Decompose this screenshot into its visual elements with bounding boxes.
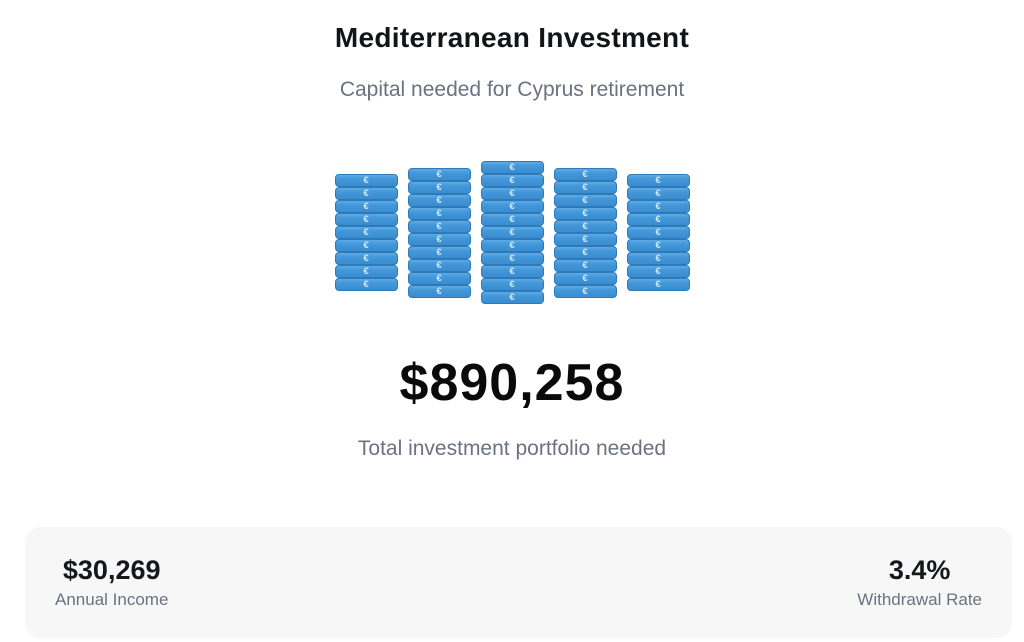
euro-note-icon: € [334, 278, 398, 291]
euro-note-icon: € [334, 226, 398, 239]
euro-note-icon: € [553, 245, 617, 259]
euro-note-icon: € [407, 271, 471, 285]
withdrawal-rate-value: 3.4% [888, 555, 951, 585]
euro-note-icon: € [334, 187, 398, 200]
euro-note-icon: € [626, 239, 690, 252]
euro-note-icon: € [626, 174, 690, 187]
euro-note-icon: € [407, 167, 471, 181]
euro-note-icon: € [480, 174, 544, 187]
euro-note-icon: € [407, 284, 471, 298]
annual-income-label: Annual Income [55, 590, 169, 609]
page-title: Mediterranean Investment [334, 22, 690, 53]
euro-note-icon: € [334, 252, 398, 265]
summary-bar: $30,269 Annual Income 3.4% Withdrawal Ra… [25, 527, 1012, 638]
euro-note-icon: € [480, 239, 544, 252]
euro-note-icon: € [480, 187, 544, 200]
euro-note-icon: € [553, 206, 617, 220]
euro-note-icon: € [553, 219, 617, 233]
euro-note-icon: € [334, 200, 398, 213]
euro-note-icon: € [334, 265, 398, 278]
euro-note-icon: € [407, 219, 471, 233]
annual-income-value: $30,269 [62, 555, 161, 585]
euro-note-icon: € [480, 291, 544, 304]
money-stack: € € € € € € € € € [626, 174, 690, 291]
euro-note-icon: € [553, 284, 617, 298]
euro-note-icon: € [334, 174, 398, 187]
euro-note-icon: € [407, 206, 471, 220]
euro-note-icon: € [480, 226, 544, 239]
money-stack: € € € € € € € € € € € [480, 161, 544, 304]
money-stacks-visualization: € € € € € € € € € € € € € € € € € € € € € € € € € € € € € € € € € € € € € € € €… [0, 161, 1024, 304]
euro-note-icon: € [626, 200, 690, 213]
euro-note-icon: € [480, 265, 544, 278]
euro-note-icon: € [407, 180, 471, 194]
euro-note-icon: € [553, 167, 617, 181]
total-amount: $890,258 [399, 354, 625, 412]
euro-note-icon: € [626, 226, 690, 239]
investment-summary-card: Mediterranean Investment Capital needed … [0, 22, 1024, 642]
euro-note-icon: € [407, 258, 471, 272]
euro-note-icon: € [626, 278, 690, 291]
euro-note-icon: € [480, 213, 544, 226]
euro-note-icon: € [407, 245, 471, 259]
euro-note-icon: € [480, 278, 544, 291]
euro-note-icon: € [553, 180, 617, 194]
euro-note-icon: € [480, 200, 544, 213]
page-subtitle: Capital needed for Cyprus retirement [339, 78, 685, 101]
euro-note-icon: € [334, 213, 398, 226]
annual-income-stat: $30,269 Annual Income [55, 555, 168, 610]
total-caption: Total investment portfolio needed [357, 437, 667, 460]
money-stack: € € € € € € € € € € [553, 167, 617, 298]
euro-note-icon: € [334, 239, 398, 252]
euro-note-icon: € [553, 258, 617, 272]
euro-note-icon: € [407, 193, 471, 207]
withdrawal-rate-label: Withdrawal Rate [857, 590, 982, 609]
euro-note-icon: € [553, 193, 617, 207]
euro-note-icon: € [626, 187, 690, 200]
euro-note-icon: € [407, 232, 471, 246]
euro-note-icon: € [480, 252, 544, 265]
euro-note-icon: € [626, 265, 690, 278]
withdrawal-rate-stat: 3.4% Withdrawal Rate [857, 555, 982, 610]
euro-note-icon: € [626, 213, 690, 226]
money-stack: € € € € € € € € € [334, 174, 398, 291]
euro-note-icon: € [553, 232, 617, 246]
money-stack: € € € € € € € € € € [407, 167, 471, 298]
euro-note-icon: € [626, 252, 690, 265]
euro-note-icon: € [480, 161, 544, 174]
euro-note-icon: € [553, 271, 617, 285]
